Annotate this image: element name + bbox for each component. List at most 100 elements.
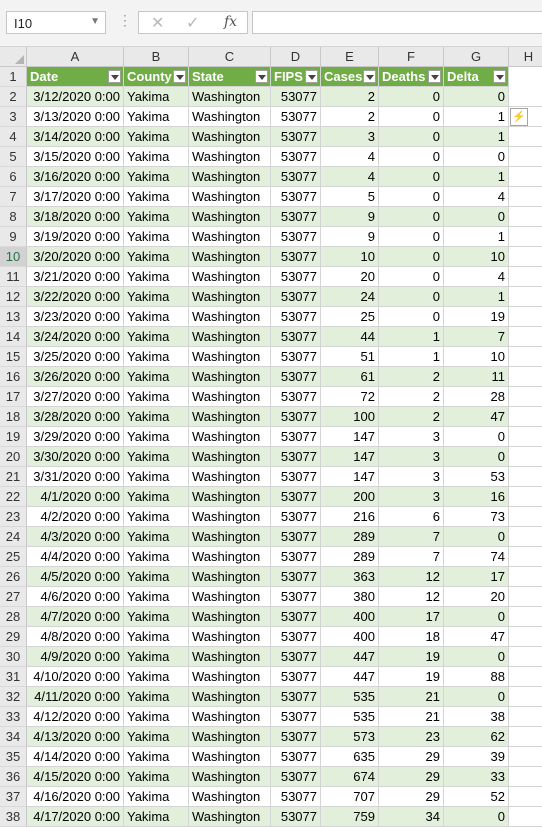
quick-analysis-icon[interactable]: ⚡ <box>510 108 528 126</box>
cell-county[interactable]: Yakima <box>124 287 189 307</box>
cell-cases[interactable]: 51 <box>321 347 379 367</box>
cell-deaths[interactable]: 0 <box>379 307 444 327</box>
cell-date[interactable]: 4/13/2020 0:00 <box>27 727 124 747</box>
cell-empty[interactable] <box>509 607 542 627</box>
column-header-g[interactable]: G <box>444 47 509 67</box>
cell-empty[interactable] <box>509 707 542 727</box>
cell-fips[interactable]: 53077 <box>271 447 321 467</box>
cell-fips[interactable]: 53077 <box>271 147 321 167</box>
cell-deaths[interactable]: 18 <box>379 627 444 647</box>
cell-deaths[interactable]: 6 <box>379 507 444 527</box>
cell-delta[interactable]: 33 <box>444 767 509 787</box>
insert-function-icon[interactable]: fx <box>224 14 238 30</box>
column-header-d[interactable]: D <box>271 47 321 67</box>
cell-cases[interactable]: 3 <box>321 127 379 147</box>
row-header[interactable]: 1 <box>0 67 27 87</box>
cell-delta[interactable]: 7 <box>444 327 509 347</box>
cell-delta[interactable]: 0 <box>444 687 509 707</box>
row-header[interactable]: 12 <box>0 287 27 307</box>
row-header[interactable]: 14 <box>0 327 27 347</box>
cell-empty[interactable] <box>509 267 542 287</box>
cell-empty[interactable] <box>509 807 542 827</box>
filter-dropdown-icon[interactable] <box>428 70 441 83</box>
header-cell-date[interactable]: Date <box>27 67 124 87</box>
row-header[interactable]: 29 <box>0 627 27 647</box>
cell-cases[interactable]: 535 <box>321 707 379 727</box>
row-header[interactable]: 10 <box>0 247 27 267</box>
cell-state[interactable]: Washington <box>189 787 271 807</box>
cell-cases[interactable]: 9 <box>321 207 379 227</box>
formula-input[interactable] <box>252 11 542 34</box>
cell-county[interactable]: Yakima <box>124 447 189 467</box>
cell-fips[interactable]: 53077 <box>271 107 321 127</box>
cell-county[interactable]: Yakima <box>124 487 189 507</box>
cell-state[interactable]: Washington <box>189 387 271 407</box>
cell-cases[interactable]: 674 <box>321 767 379 787</box>
cell-empty[interactable] <box>509 507 542 527</box>
cell-county[interactable]: Yakima <box>124 547 189 567</box>
cell-fips[interactable]: 53077 <box>271 87 321 107</box>
cell-deaths[interactable]: 3 <box>379 447 444 467</box>
cell-date[interactable]: 4/3/2020 0:00 <box>27 527 124 547</box>
cell-cases[interactable]: 9 <box>321 227 379 247</box>
cell-cases[interactable]: 5 <box>321 187 379 207</box>
column-header-c[interactable]: C <box>189 47 271 67</box>
cell-delta[interactable]: 73 <box>444 507 509 527</box>
cell-empty[interactable] <box>509 227 542 247</box>
cell-deaths[interactable]: 3 <box>379 467 444 487</box>
cell-delta[interactable]: 1 <box>444 107 509 127</box>
cell-county[interactable]: Yakima <box>124 747 189 767</box>
cell-fips[interactable]: 53077 <box>271 507 321 527</box>
filter-dropdown-icon[interactable] <box>255 70 268 83</box>
cell-cases[interactable]: 447 <box>321 667 379 687</box>
cell-county[interactable]: Yakima <box>124 127 189 147</box>
cell-state[interactable]: Washington <box>189 807 271 827</box>
filter-dropdown-icon[interactable] <box>305 70 318 83</box>
row-header[interactable]: 33 <box>0 707 27 727</box>
header-cell-cases[interactable]: Cases <box>321 67 379 87</box>
cell-fips[interactable]: 53077 <box>271 287 321 307</box>
cell-county[interactable]: Yakima <box>124 587 189 607</box>
row-header[interactable]: 16 <box>0 367 27 387</box>
cell-date[interactable]: 3/31/2020 0:00 <box>27 467 124 487</box>
cell-deaths[interactable]: 29 <box>379 767 444 787</box>
cell-state[interactable]: Washington <box>189 167 271 187</box>
cell-county[interactable]: Yakima <box>124 367 189 387</box>
cell-date[interactable]: 4/10/2020 0:00 <box>27 667 124 687</box>
cell-date[interactable]: 4/6/2020 0:00 <box>27 587 124 607</box>
cell-fips[interactable]: 53077 <box>271 327 321 347</box>
cell-date[interactable]: 4/8/2020 0:00 <box>27 627 124 647</box>
column-header-h[interactable]: H <box>509 47 542 67</box>
row-header[interactable]: 25 <box>0 547 27 567</box>
cell-fips[interactable]: 53077 <box>271 127 321 147</box>
cell-delta[interactable]: 28 <box>444 387 509 407</box>
cell-empty[interactable] <box>509 467 542 487</box>
cell-date[interactable]: 3/13/2020 0:00 <box>27 107 124 127</box>
cell-deaths[interactable]: 19 <box>379 647 444 667</box>
cell-state[interactable]: Washington <box>189 287 271 307</box>
row-header[interactable]: 19 <box>0 427 27 447</box>
row-header[interactable]: 11 <box>0 267 27 287</box>
cell-cases[interactable]: 535 <box>321 687 379 707</box>
cell-county[interactable]: Yakima <box>124 727 189 747</box>
cell-county[interactable]: Yakima <box>124 187 189 207</box>
cell-deaths[interactable]: 2 <box>379 387 444 407</box>
cell-deaths[interactable]: 29 <box>379 747 444 767</box>
cell-cases[interactable]: 2 <box>321 107 379 127</box>
cell-state[interactable]: Washington <box>189 487 271 507</box>
cell-fips[interactable]: 53077 <box>271 407 321 427</box>
cell-delta[interactable]: 0 <box>444 647 509 667</box>
filter-dropdown-icon[interactable] <box>363 70 376 83</box>
cell-delta[interactable]: 10 <box>444 347 509 367</box>
cell-empty[interactable] <box>509 347 542 367</box>
cell-fips[interactable]: 53077 <box>271 767 321 787</box>
cell-fips[interactable]: 53077 <box>271 267 321 287</box>
cell-deaths[interactable]: 0 <box>379 287 444 307</box>
cell-deaths[interactable]: 0 <box>379 227 444 247</box>
cell-deaths[interactable]: 0 <box>379 207 444 227</box>
header-cell-county[interactable]: County <box>124 67 189 87</box>
cell-county[interactable]: Yakima <box>124 347 189 367</box>
cell-cases[interactable]: 147 <box>321 447 379 467</box>
row-header[interactable]: 27 <box>0 587 27 607</box>
